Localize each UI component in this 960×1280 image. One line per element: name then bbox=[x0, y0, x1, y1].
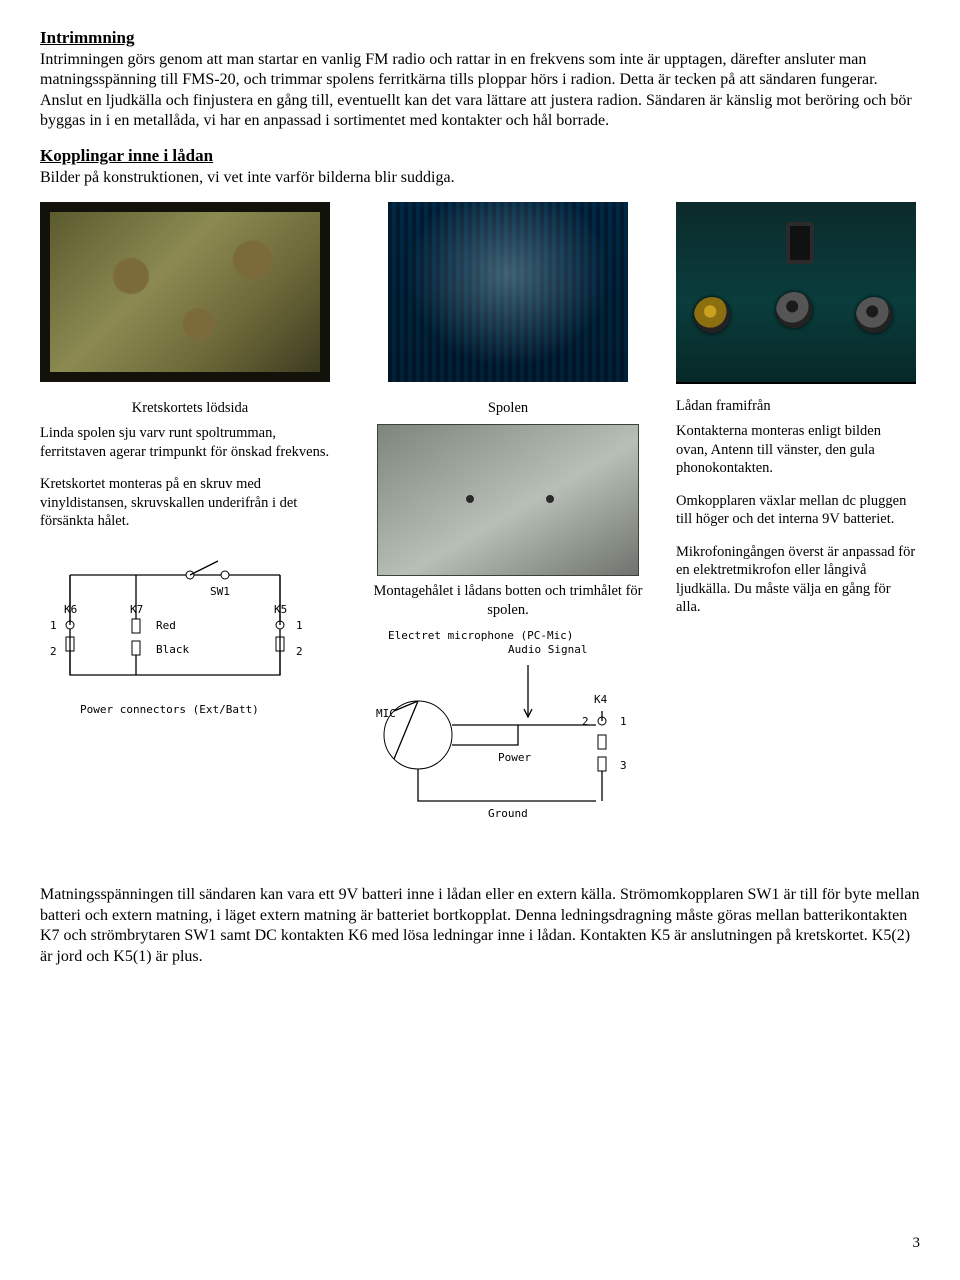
section-kopplingar-title: Kopplingar inne i lådan bbox=[40, 146, 920, 166]
photo-coil bbox=[388, 202, 628, 382]
svg-text:2: 2 bbox=[50, 645, 57, 658]
col3-p2: Omkopplaren växlar mellan dc pluggen til… bbox=[676, 492, 916, 529]
svg-text:1: 1 bbox=[620, 715, 627, 728]
photo-pcb-solder-side bbox=[40, 202, 330, 382]
svg-text:Power: Power bbox=[498, 751, 531, 764]
svg-text:1: 1 bbox=[296, 619, 303, 632]
col1-p2: Kretskortet monteras på en skruv med vin… bbox=[40, 475, 340, 531]
photo-box-inside bbox=[377, 424, 639, 576]
svg-text:Ground: Ground bbox=[488, 807, 528, 820]
svg-text:Power connectors (Ext/Batt): Power connectors (Ext/Batt) bbox=[80, 703, 259, 716]
svg-text:2: 2 bbox=[296, 645, 303, 658]
svg-text:MIC: MIC bbox=[376, 707, 396, 720]
bottom-paragraph: Matningsspänningen till sändaren kan var… bbox=[40, 885, 920, 967]
col2-p1: Montagehålet i lådans botten och trimhål… bbox=[358, 582, 658, 619]
schematic-power: SW1 K6 1 2 K7 Red Black K5 1 2 Power con… bbox=[40, 545, 340, 725]
page-number: 3 bbox=[913, 1235, 921, 1252]
svg-text:Audio Signal: Audio Signal bbox=[508, 643, 587, 656]
section-kopplingar-intro: Bilder på konstruktionen, vi vet inte va… bbox=[40, 168, 920, 188]
photo-row bbox=[40, 202, 920, 384]
caption-coil: Spolen bbox=[358, 400, 658, 418]
captions-row: Kretskortets lödsida Linda spolen sju va… bbox=[40, 398, 920, 825]
svg-text:Electret microphone (PC-Mic): Electret microphone (PC-Mic) bbox=[388, 629, 573, 642]
svg-text:Red: Red bbox=[156, 619, 176, 632]
caption-pcb: Kretskortets lödsida bbox=[40, 400, 340, 418]
section-intrimning-body: Intrimningen görs genom att man startar … bbox=[40, 50, 920, 132]
svg-text:SW1: SW1 bbox=[210, 585, 230, 598]
svg-text:K4: K4 bbox=[594, 693, 608, 706]
photo-box-front bbox=[676, 202, 916, 384]
col3-p1: Kontakterna monteras enligt bilden ovan,… bbox=[676, 422, 916, 478]
schematic-mic: Electret microphone (PC-Mic) Audio Signa… bbox=[358, 625, 658, 825]
svg-text:2: 2 bbox=[582, 715, 589, 728]
svg-text:Black: Black bbox=[156, 643, 189, 656]
svg-text:1: 1 bbox=[50, 619, 57, 632]
section-intrimning-title: Intrimmning bbox=[40, 28, 920, 48]
col1-p1: Linda spolen sju varv runt spoltrumman, … bbox=[40, 424, 340, 461]
col3-p3: Mikrofoningången överst är anpassad för … bbox=[676, 543, 916, 617]
caption-boxfront: Lådan framifrån bbox=[676, 398, 916, 416]
svg-text:3: 3 bbox=[620, 759, 627, 772]
